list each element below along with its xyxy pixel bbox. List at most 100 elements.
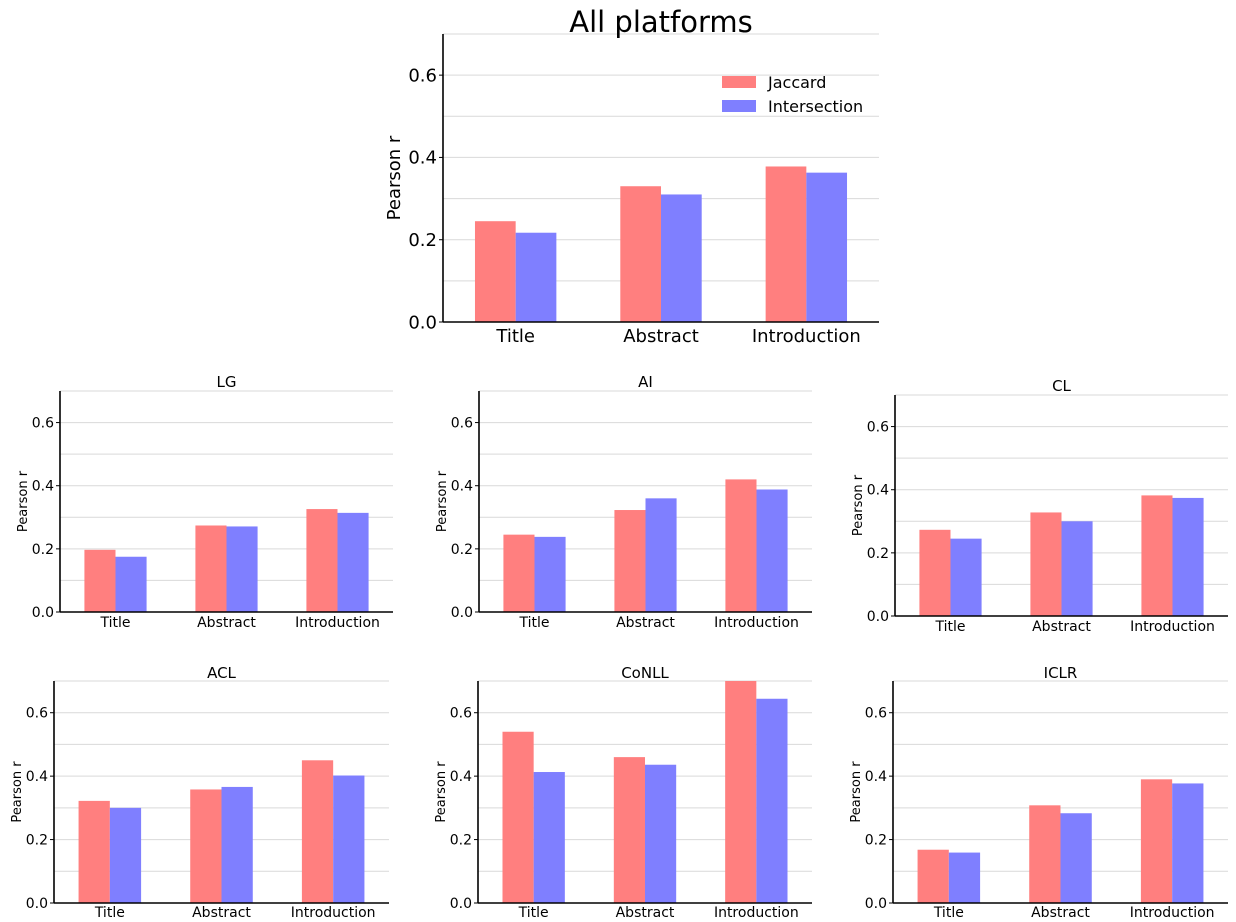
y-tick-label: 0.0 (865, 896, 887, 912)
bar-series-1-introduction (756, 698, 788, 903)
bar-series-0-introduction (1141, 495, 1173, 616)
x-tick-label: Abstract (197, 615, 256, 631)
x-tick-label: Introduction (1130, 905, 1215, 921)
chart-title: CoNLL (621, 664, 669, 682)
bar-series-0-abstract (614, 510, 646, 612)
legend-label: Intersection (768, 97, 863, 116)
bar-series-0-abstract (613, 757, 645, 903)
y-tick-label: 0.2 (865, 832, 887, 848)
x-tick-label: Introduction (1130, 619, 1215, 635)
y-axis-label: Pearson r (384, 135, 405, 220)
y-axis-label: Pearson r (849, 761, 864, 823)
legend: Jaccard Intersection (722, 73, 863, 116)
bar-series-1-title (115, 556, 147, 612)
bar-series-1-introduction (1172, 497, 1204, 616)
bar-intersection-title (515, 232, 557, 322)
y-tick-label: 0.6 (408, 65, 437, 86)
y-tick-label: 0.4 (408, 148, 437, 169)
chart-title: All platforms (569, 5, 753, 39)
y-tick-label: 0.4 (450, 769, 472, 785)
chart-all-platforms: Title Abstract Introduction 0.0 0.2 0.4 0.6 Pea… (384, 5, 879, 347)
x-tick-label: Title (518, 615, 549, 631)
y-tick-label: 0.0 (26, 896, 48, 912)
y-tick-label: 0.4 (865, 769, 887, 785)
bar-series-1-introduction (333, 775, 365, 903)
bar-jaccard-abstract (620, 186, 661, 322)
y-tick-label: 0.6 (451, 415, 473, 431)
bar-intersection-introduction (806, 172, 848, 322)
chart-acl: Title Abstract Introduction 0.0 0.2 0.4 0.6 Pea… (10, 664, 389, 921)
bar-series-0-abstract (190, 789, 222, 903)
y-tick-label: 0.6 (32, 415, 54, 431)
bar-series-1-title (533, 772, 565, 903)
bar-series-0-abstract (1029, 805, 1061, 903)
bar-series-0-introduction (301, 760, 334, 903)
chart-title: CL (1052, 377, 1071, 395)
y-tick-label: 0.6 (867, 419, 889, 435)
legend-swatch (722, 76, 756, 88)
bar-series-0-title (502, 731, 534, 903)
bar-series-1-introduction (1172, 783, 1204, 903)
x-tick-label: Introduction (752, 326, 861, 347)
x-tick-label: Title (933, 905, 964, 921)
x-tick-label: Introduction (295, 615, 380, 631)
y-tick-label: 0.2 (26, 832, 48, 848)
bar-series-1-abstract (226, 526, 258, 612)
bar-series-1-title (534, 536, 566, 612)
x-tick-label: Abstract (616, 905, 675, 921)
bar-series-1-abstract (645, 498, 677, 612)
legend-swatch (722, 100, 756, 112)
y-tick-label: 0.2 (867, 546, 889, 562)
bar-series-0-introduction (725, 681, 757, 903)
x-tick-label: Title (495, 326, 535, 347)
y-tick-label: 0.2 (451, 542, 473, 558)
y-tick-label: 0.0 (450, 896, 472, 912)
bar-series-0-title (503, 534, 535, 612)
y-tick-label: 0.0 (867, 609, 889, 625)
bar-series-1-introduction (756, 489, 788, 612)
x-tick-label: Introduction (714, 615, 799, 631)
chart-iclr: Title Abstract Introduction 0.0 0.2 0.4 0.6 Pea… (849, 664, 1228, 921)
x-tick-label: Abstract (1031, 905, 1090, 921)
bar-series-0-introduction (306, 509, 338, 612)
y-tick-label: 0.2 (32, 542, 54, 558)
chart-title: LG (217, 373, 237, 391)
bar-series-0-introduction (725, 479, 757, 612)
bar-series-1-abstract (221, 786, 253, 903)
y-axis-label: Pearson r (435, 470, 450, 532)
bar-jaccard-introduction (765, 166, 807, 322)
chart-ai: Title Abstract Introduction 0.0 0.2 0.4 0.6 Pea… (435, 373, 812, 631)
bar-series-1-title (950, 538, 982, 616)
y-axis-label: Pearson r (16, 470, 31, 532)
y-tick-label: 0.6 (450, 706, 472, 722)
x-tick-label: Title (94, 905, 125, 921)
bar-series-1-title (948, 852, 981, 903)
bar-series-1-title (109, 807, 142, 903)
y-tick-label: 0.0 (451, 605, 473, 621)
x-tick-label: Abstract (616, 615, 675, 631)
x-tick-label: Title (934, 619, 965, 635)
x-tick-label: Abstract (623, 326, 699, 347)
bar-series-0-introduction (1140, 779, 1173, 903)
y-tick-label: 0.0 (408, 312, 437, 333)
bar-series-0-title (78, 800, 110, 903)
bar-series-1-abstract (1061, 521, 1093, 616)
bar-series-1-abstract (1060, 813, 1092, 903)
bar-jaccard-title (474, 221, 516, 322)
y-tick-label: 0.6 (26, 706, 48, 722)
chart-title: AI (638, 373, 653, 391)
chart-lg: Title Abstract Introduction 0.0 0.2 0.4 0.6 Pea… (16, 373, 393, 631)
x-tick-label: Abstract (192, 905, 251, 921)
y-tick-label: 0.4 (451, 479, 473, 495)
x-tick-label: Abstract (1032, 619, 1091, 635)
y-axis-label: Pearson r (10, 761, 25, 823)
x-tick-label: Introduction (714, 905, 799, 921)
chart-cl: Title Abstract Introduction 0.0 0.2 0.4 0.6 Pea… (851, 377, 1228, 635)
bar-intersection-abstract (661, 194, 702, 322)
y-tick-label: 0.4 (867, 483, 889, 499)
y-tick-label: 0.4 (32, 479, 54, 495)
bar-series-0-title (84, 549, 116, 612)
y-tick-label: 0.2 (450, 832, 472, 848)
y-tick-label: 0.6 (865, 706, 887, 722)
